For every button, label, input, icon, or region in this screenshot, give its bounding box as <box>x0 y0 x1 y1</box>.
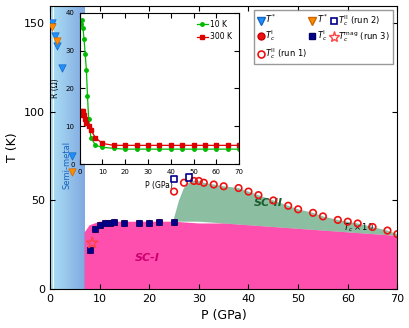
Point <box>49 24 56 30</box>
Bar <box>80 6 81 289</box>
Point <box>121 221 127 226</box>
Bar <box>75 6 76 289</box>
Point <box>220 184 227 189</box>
Point <box>146 221 152 226</box>
Point <box>309 210 315 215</box>
Point <box>136 221 142 226</box>
Bar <box>50 6 51 289</box>
Point <box>96 223 103 228</box>
Point <box>49 21 56 26</box>
Bar <box>84 6 85 289</box>
Point <box>155 219 162 224</box>
Point <box>353 221 360 226</box>
Bar <box>82 6 83 289</box>
Point <box>235 185 241 191</box>
Point <box>121 221 127 226</box>
Bar <box>77 6 78 289</box>
Bar <box>78 6 79 289</box>
Point <box>195 178 202 184</box>
Point <box>200 180 207 185</box>
Bar <box>52 6 53 289</box>
Bar <box>64 6 65 289</box>
Bar <box>51 6 52 289</box>
Bar <box>66 6 67 289</box>
Point <box>344 219 350 224</box>
Bar <box>58 6 59 289</box>
Point <box>171 176 177 182</box>
Point <box>180 180 187 185</box>
Point <box>270 198 276 203</box>
Bar <box>54 6 55 289</box>
Point <box>393 232 400 237</box>
Point <box>96 223 103 228</box>
Point <box>146 221 152 226</box>
Point <box>91 226 98 232</box>
Text: SC-II: SC-II <box>253 198 282 208</box>
Bar <box>60 6 61 289</box>
Bar <box>73 6 74 289</box>
Bar <box>79 6 80 289</box>
Point <box>319 214 326 219</box>
Point <box>111 219 117 224</box>
Bar <box>74 6 75 289</box>
Bar <box>65 6 66 289</box>
Y-axis label: T (K): T (K) <box>6 133 18 162</box>
Point <box>106 221 112 226</box>
Point <box>254 193 261 198</box>
Bar <box>83 6 84 289</box>
Text: $T_c\times10$: $T_c\times10$ <box>342 221 373 234</box>
Point <box>111 219 117 224</box>
Bar <box>56 6 57 289</box>
Point <box>86 247 93 253</box>
Point <box>190 178 197 184</box>
Point <box>54 38 61 44</box>
Point <box>245 189 251 194</box>
Point <box>294 207 301 212</box>
Bar <box>71 6 72 289</box>
Point <box>171 219 177 224</box>
Polygon shape <box>174 181 396 236</box>
Point <box>185 175 192 180</box>
Point <box>101 221 108 226</box>
Point <box>54 44 61 49</box>
Point <box>69 170 75 175</box>
Bar <box>59 6 60 289</box>
Point <box>210 182 216 187</box>
Point <box>383 228 390 233</box>
Point <box>52 33 58 38</box>
Point <box>86 247 93 253</box>
Bar <box>70 6 71 289</box>
Bar <box>69 6 70 289</box>
Text: SC-I: SC-I <box>134 253 159 263</box>
Point <box>59 65 65 70</box>
Legend: $T^*$, $T_c^{\rm I}$, $T_c^{\rm II}$ (run 1), $T^*$, $T_c^{\rm I}$, $T_c^{\rm II: $T^*$, $T_c^{\rm I}$, $T_c^{\rm II}$ (ru… <box>254 10 392 64</box>
Point <box>89 240 95 246</box>
Polygon shape <box>50 222 396 289</box>
Point <box>155 219 162 224</box>
Bar <box>57 6 58 289</box>
Bar <box>68 6 69 289</box>
Point <box>91 226 98 232</box>
Point <box>334 217 340 223</box>
Point <box>69 154 75 159</box>
Point <box>101 221 108 226</box>
Bar <box>62 6 63 289</box>
Bar <box>72 6 73 289</box>
Point <box>171 189 177 194</box>
Text: Semi-metal: Semi-metal <box>63 141 72 189</box>
Bar <box>81 6 82 289</box>
X-axis label: P (GPa): P (GPa) <box>200 309 246 322</box>
Bar <box>67 6 68 289</box>
Bar <box>61 6 62 289</box>
Bar <box>76 6 77 289</box>
Point <box>106 221 112 226</box>
Bar <box>55 6 56 289</box>
Point <box>284 203 291 208</box>
Point <box>369 224 375 230</box>
Bar <box>63 6 64 289</box>
Point <box>136 221 142 226</box>
Point <box>171 219 177 224</box>
